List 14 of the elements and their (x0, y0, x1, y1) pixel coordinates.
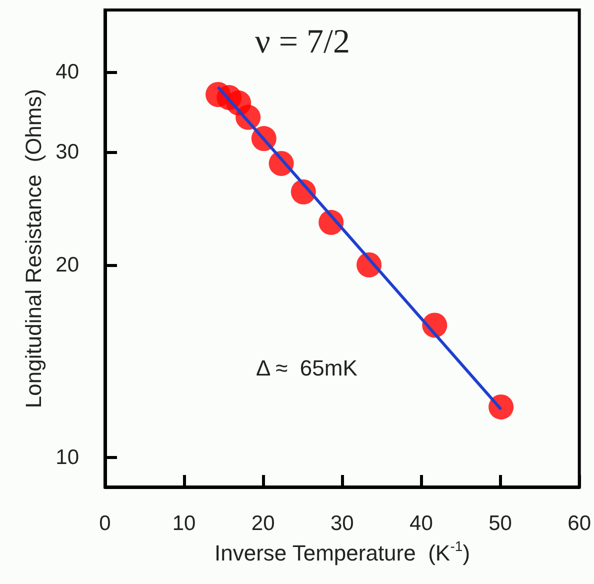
y-axis-title: Longitudinal Resistance (Ohms) (21, 88, 46, 408)
y-tick-label: 40 (56, 60, 79, 84)
y-tick-label: 10 (56, 446, 79, 470)
x-tick-label: 50 (488, 512, 512, 535)
x-tick-label: 40 (410, 512, 433, 535)
x-tick-label: 30 (330, 512, 354, 535)
x-tick-label: 60 (568, 512, 591, 535)
annotation: Δ ≈ 65mK (256, 356, 358, 380)
x-tick-label: 0 (99, 512, 111, 535)
x-tick-label: 10 (172, 512, 196, 535)
x-tick-label: 20 (251, 512, 275, 535)
annotation: ν = 7/2 (255, 24, 350, 60)
y-tick-label: 20 (56, 253, 79, 276)
y-tick-label: 30 (56, 140, 79, 164)
